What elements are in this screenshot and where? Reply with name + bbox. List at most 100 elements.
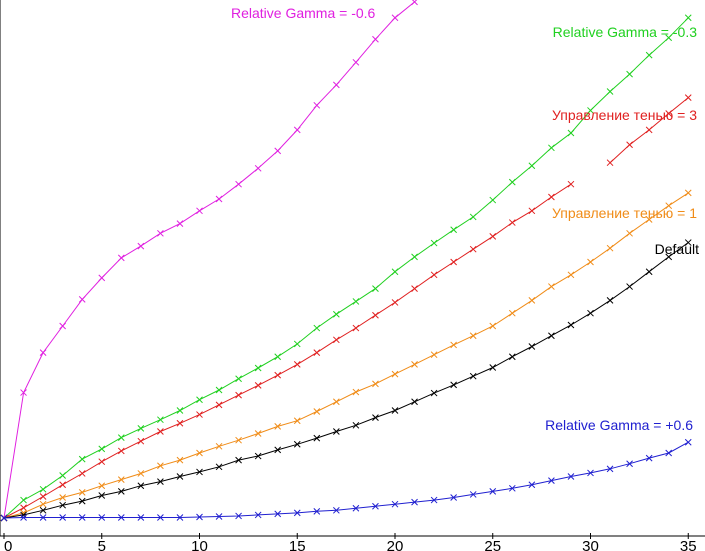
- data-point: [665, 449, 673, 457]
- data-point: [39, 485, 47, 493]
- data-point: [293, 440, 301, 448]
- data-point: [196, 396, 203, 404]
- data-point: [606, 88, 614, 95]
- data-point: [176, 407, 184, 414]
- data-point: [626, 70, 633, 78]
- data-point: [606, 297, 614, 304]
- data-point: [235, 512, 242, 520]
- x-tick-label: 0: [4, 538, 12, 551]
- data-point: [157, 514, 164, 521]
- data-point: [567, 473, 575, 480]
- data-point: [157, 428, 164, 435]
- data-point: [293, 361, 301, 368]
- data-point: [98, 492, 106, 499]
- data-point: [59, 322, 67, 330]
- series-label-1: Relative Gamma = -0.3: [553, 24, 698, 40]
- series-label-5: Relative Gamma = +0.6: [545, 417, 693, 433]
- data-point: [626, 141, 633, 149]
- data-point: [391, 299, 399, 306]
- data-point: [548, 144, 555, 152]
- data-point: [98, 274, 106, 282]
- data-point: [469, 245, 477, 253]
- data-point: [254, 452, 262, 460]
- data-point: [215, 386, 223, 394]
- data-point: [372, 285, 379, 292]
- data-point: [137, 425, 145, 432]
- data-point: [332, 310, 340, 318]
- data-point: [59, 514, 67, 521]
- series-2: [0, 94, 692, 522]
- data-point: [176, 514, 184, 521]
- x-tick-label: 25: [484, 538, 501, 551]
- data-point: [450, 341, 458, 349]
- data-point: [430, 239, 438, 247]
- data-point: [196, 449, 203, 457]
- data-point: [78, 497, 86, 505]
- data-point: [137, 514, 145, 521]
- data-point: [606, 159, 614, 167]
- data-point: [352, 298, 360, 305]
- data-point: [450, 381, 458, 389]
- data-point: [567, 321, 575, 329]
- data-point: [196, 468, 203, 476]
- data-point: [645, 51, 653, 59]
- data-point: [332, 428, 340, 435]
- data-point: [606, 465, 614, 473]
- data-point: [587, 258, 594, 266]
- data-point: [313, 101, 321, 109]
- data-point: [567, 271, 575, 279]
- data-point: [411, 253, 418, 261]
- data-point: [274, 510, 282, 518]
- data-point: [411, 498, 418, 506]
- x-tick-label: 30: [582, 538, 599, 551]
- data-point: [587, 469, 594, 477]
- data-point: [254, 364, 262, 372]
- series-line-5-0: [3, 441, 689, 519]
- data-point: [450, 226, 458, 234]
- data-point: [157, 229, 164, 237]
- data-point: [78, 514, 86, 521]
- series-labels: Relative Gamma = -0.6 Relative Gamma = -0…: [231, 5, 699, 433]
- data-point: [254, 164, 262, 172]
- data-point: [508, 178, 516, 186]
- data-point: [528, 162, 536, 170]
- data-point: [489, 233, 497, 240]
- data-point: [117, 488, 125, 495]
- data-point: [39, 506, 47, 514]
- data-point: [313, 507, 321, 515]
- data-point: [528, 297, 536, 304]
- data-point: [469, 372, 477, 380]
- data-point: [665, 110, 673, 117]
- data-point: [332, 506, 340, 514]
- data-point: [59, 472, 67, 479]
- data-point: [469, 332, 477, 340]
- data-point: [548, 477, 555, 484]
- data-point: [157, 462, 164, 470]
- data-point: [274, 147, 282, 155]
- data-point: [137, 437, 145, 445]
- data-point: [645, 126, 653, 134]
- data-point: [313, 408, 321, 415]
- data-point: [489, 322, 497, 330]
- data-point: [548, 193, 555, 201]
- data-point: [78, 489, 86, 496]
- data-point: [196, 207, 203, 215]
- data-point: [176, 456, 184, 464]
- data-point: [430, 271, 438, 279]
- data-point: [684, 14, 692, 22]
- data-point: [215, 401, 223, 409]
- series-label-0: Relative Gamma = -0.6: [231, 5, 376, 21]
- series-line-0-0: [3, 1, 415, 519]
- data-point: [235, 375, 242, 383]
- data-point: [215, 195, 223, 203]
- data-point: [391, 500, 399, 508]
- data-point: [98, 514, 106, 521]
- data-point: [450, 258, 458, 266]
- data-point: [20, 504, 27, 512]
- data-point: [196, 411, 203, 418]
- data-point: [567, 129, 575, 137]
- data-point: [645, 216, 653, 223]
- data-point: [332, 336, 340, 344]
